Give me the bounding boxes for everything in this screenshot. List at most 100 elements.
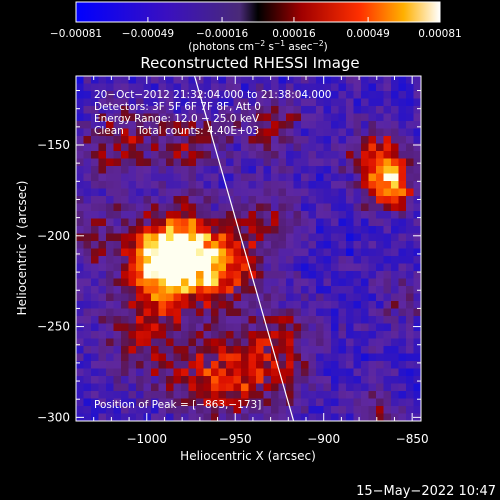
heatmap-cell — [241, 346, 250, 355]
heatmap-cell — [181, 203, 190, 212]
heatmap-cell — [331, 211, 340, 220]
heatmap-cell — [331, 91, 340, 100]
heatmap-cell — [136, 98, 145, 107]
heatmap-cell — [233, 113, 242, 122]
heatmap-cell — [76, 166, 85, 175]
heatmap-cell — [301, 316, 310, 325]
heatmap-cell — [361, 286, 370, 295]
heatmap-cell — [106, 413, 115, 421]
heatmap-cell — [226, 353, 235, 362]
heatmap-cell — [353, 346, 362, 355]
heatmap-cell — [166, 106, 175, 115]
heatmap-cell — [113, 188, 122, 197]
heatmap-cell — [188, 121, 197, 130]
heatmap-cell — [226, 338, 235, 347]
heatmap-cell — [166, 113, 175, 122]
heatmap-cell — [361, 338, 370, 347]
heatmap-cell — [308, 233, 317, 242]
heatmap-cell — [293, 113, 302, 122]
heatmap-cell — [338, 106, 347, 115]
heatmap-cell — [143, 286, 152, 295]
heatmap-cell — [256, 218, 265, 227]
heatmap-cell — [398, 271, 407, 280]
heatmap-cell — [346, 173, 355, 182]
heatmap-cell — [293, 181, 302, 190]
heatmap-cell — [98, 226, 107, 235]
heatmap-cell — [98, 218, 107, 227]
heatmap-cell — [316, 338, 325, 347]
heatmap-cell — [368, 376, 377, 385]
heatmap-cell — [158, 113, 167, 122]
heatmap-cell — [121, 376, 130, 385]
heatmap-cell — [188, 76, 197, 85]
heatmap-cell — [226, 203, 235, 212]
heatmap-cell — [196, 151, 205, 160]
heatmap-cell — [293, 286, 302, 295]
heatmap-cell — [218, 323, 227, 332]
heatmap-cell — [406, 98, 415, 107]
heatmap-cell — [278, 383, 287, 392]
heatmap-cell — [121, 316, 130, 325]
heatmap-cell — [286, 166, 295, 175]
heatmap-cell — [398, 196, 407, 205]
heatmap-cell — [316, 331, 325, 340]
heatmap-cell — [241, 143, 250, 152]
heatmap-cell — [83, 361, 92, 370]
heatmap-cell — [263, 203, 272, 212]
heatmap-cell — [293, 308, 302, 317]
heatmap-cell — [406, 368, 415, 377]
heatmap-cell — [323, 91, 332, 100]
heatmap-cell — [218, 113, 227, 122]
heatmap-cell — [368, 181, 377, 190]
heatmap-cell — [166, 91, 175, 100]
heatmap-cell — [113, 106, 122, 115]
heatmap-cell — [136, 113, 145, 122]
heatmap-cell — [301, 113, 310, 122]
heatmap-cell — [376, 196, 385, 205]
heatmap-cell — [346, 181, 355, 190]
heatmap-cell — [188, 301, 197, 310]
heatmap-cell — [166, 226, 175, 235]
heatmap-cell — [83, 128, 92, 137]
heatmap-cell — [331, 346, 340, 355]
heatmap-cell — [211, 368, 220, 377]
heatmap-cell — [308, 226, 317, 235]
heatmap-cell — [338, 278, 347, 287]
heatmap-cell — [391, 368, 400, 377]
heatmap-cell — [83, 293, 92, 302]
heatmap-cell — [196, 211, 205, 220]
heatmap-cell — [323, 76, 332, 85]
heatmap-cell — [241, 211, 250, 220]
heatmap-cell — [188, 353, 197, 362]
heatmap-cell — [353, 151, 362, 160]
heatmap-cell — [211, 173, 220, 182]
heatmap-cell — [256, 248, 265, 257]
heatmap-cell — [91, 98, 100, 107]
heatmap-cell — [361, 331, 370, 340]
heatmap-cell — [398, 376, 407, 385]
heatmap-cell — [83, 331, 92, 340]
heatmap-cell — [383, 316, 392, 325]
heatmap-cell — [128, 286, 137, 295]
heatmap-cell — [248, 271, 257, 280]
heatmap-cell — [136, 218, 145, 227]
heatmap-cell — [376, 106, 385, 115]
heatmap-cell — [181, 331, 190, 340]
heatmap-cell — [286, 376, 295, 385]
heatmap-cell — [346, 211, 355, 220]
heatmap-cell — [203, 361, 212, 370]
heatmap-cell — [316, 128, 325, 137]
heatmap-cell — [308, 361, 317, 370]
heatmap-cell — [76, 286, 85, 295]
heatmap-cell — [76, 271, 85, 280]
heatmap-cell — [353, 136, 362, 145]
heatmap-cell — [331, 331, 340, 340]
heatmap-cell — [173, 361, 182, 370]
heatmap-cell — [128, 211, 137, 220]
heatmap-cell — [293, 316, 302, 325]
heatmap-cell — [331, 226, 340, 235]
heatmap-cell — [226, 256, 235, 265]
heatmap-cell — [256, 331, 265, 340]
heatmap-cell — [331, 106, 340, 115]
heatmap-cell — [263, 241, 272, 250]
